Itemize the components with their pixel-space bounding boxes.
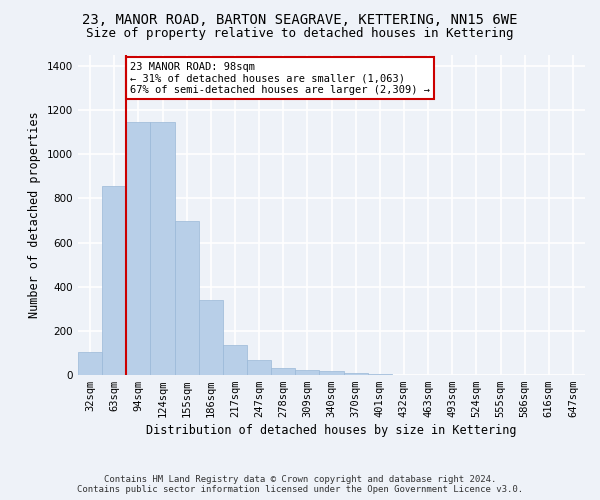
Text: Contains HM Land Registry data © Crown copyright and database right 2024.
Contai: Contains HM Land Registry data © Crown c… [77, 474, 523, 494]
Bar [78, 352, 102, 375]
Bar [199, 300, 223, 375]
Bar [368, 374, 392, 375]
Bar [175, 220, 199, 375]
Y-axis label: Number of detached properties: Number of detached properties [28, 112, 41, 318]
Bar [223, 345, 247, 375]
X-axis label: Distribution of detached houses by size in Kettering: Distribution of detached houses by size … [146, 424, 517, 438]
Bar [126, 122, 151, 375]
Bar [295, 370, 319, 375]
Text: 23, MANOR ROAD, BARTON SEAGRAVE, KETTERING, NN15 6WE: 23, MANOR ROAD, BARTON SEAGRAVE, KETTERI… [82, 12, 518, 26]
Text: 23 MANOR ROAD: 98sqm
← 31% of detached houses are smaller (1,063)
67% of semi-de: 23 MANOR ROAD: 98sqm ← 31% of detached h… [130, 62, 430, 95]
Bar [102, 186, 126, 375]
Bar [247, 360, 271, 375]
Text: Size of property relative to detached houses in Kettering: Size of property relative to detached ho… [86, 28, 514, 40]
Bar [319, 371, 344, 375]
Bar [344, 373, 368, 375]
Bar [151, 122, 175, 375]
Bar [271, 368, 295, 375]
